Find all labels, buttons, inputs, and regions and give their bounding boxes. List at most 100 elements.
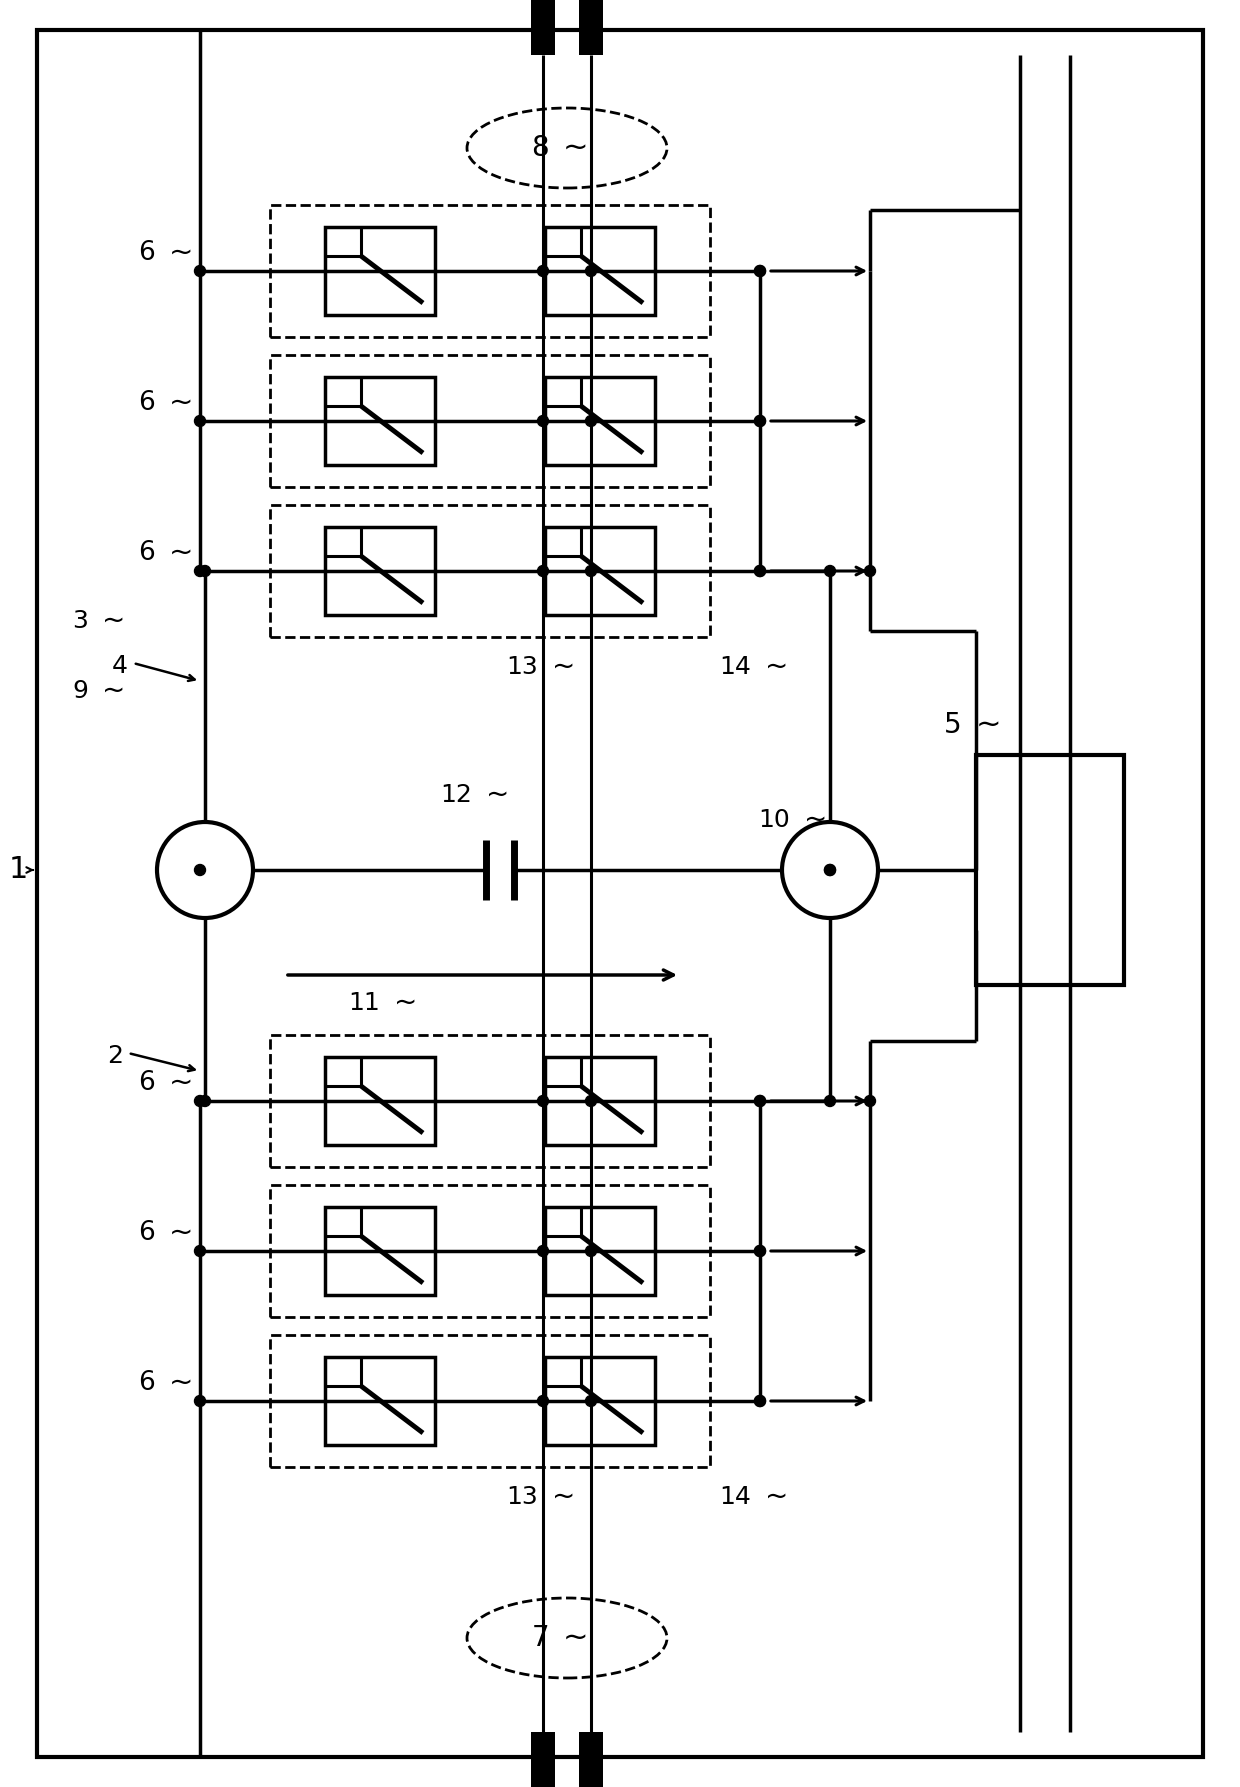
Text: 10: 10 xyxy=(758,808,790,833)
Bar xyxy=(270,506,711,636)
Circle shape xyxy=(754,565,765,577)
Circle shape xyxy=(864,565,875,577)
Bar xyxy=(270,1035,711,1167)
Text: 9: 9 xyxy=(72,679,88,702)
Text: ~: ~ xyxy=(563,134,589,163)
Circle shape xyxy=(537,1246,548,1256)
Text: ~: ~ xyxy=(169,239,193,266)
Text: 11: 11 xyxy=(348,992,379,1015)
Bar xyxy=(546,1056,655,1145)
Circle shape xyxy=(157,822,253,919)
Circle shape xyxy=(825,865,836,876)
Circle shape xyxy=(195,865,206,876)
Text: –: – xyxy=(821,852,839,886)
Text: ~: ~ xyxy=(976,711,1002,740)
Text: 7: 7 xyxy=(532,1624,549,1651)
Bar xyxy=(531,0,556,55)
Circle shape xyxy=(195,565,206,577)
Text: 6: 6 xyxy=(138,239,155,266)
Bar xyxy=(976,754,1123,985)
Circle shape xyxy=(754,1396,765,1406)
Bar xyxy=(325,527,435,615)
Bar xyxy=(325,1206,435,1296)
Circle shape xyxy=(754,1095,765,1106)
Bar xyxy=(270,356,711,488)
Text: ~: ~ xyxy=(552,652,575,681)
Bar xyxy=(546,527,655,615)
Bar xyxy=(270,1335,711,1467)
Text: 13: 13 xyxy=(506,1485,538,1508)
Ellipse shape xyxy=(467,1598,667,1678)
Circle shape xyxy=(200,1095,211,1106)
Circle shape xyxy=(754,416,765,427)
Circle shape xyxy=(537,266,548,277)
Bar xyxy=(531,1732,556,1787)
Circle shape xyxy=(825,865,836,876)
Bar xyxy=(270,1185,711,1317)
Text: 4: 4 xyxy=(112,654,128,677)
Bar xyxy=(325,1356,435,1446)
Bar xyxy=(546,1356,655,1446)
Bar xyxy=(325,227,435,315)
Text: 6: 6 xyxy=(138,540,155,566)
Bar xyxy=(325,377,435,465)
Circle shape xyxy=(195,1095,206,1106)
Text: ~: ~ xyxy=(169,540,193,566)
Text: 6: 6 xyxy=(138,1070,155,1095)
Text: ~: ~ xyxy=(394,988,418,1017)
Circle shape xyxy=(585,1246,596,1256)
Text: ~: ~ xyxy=(102,608,125,634)
Text: ~: ~ xyxy=(552,1483,575,1512)
Circle shape xyxy=(195,266,206,277)
Circle shape xyxy=(585,416,596,427)
Text: 5: 5 xyxy=(945,711,962,740)
Circle shape xyxy=(195,416,206,427)
Text: 2: 2 xyxy=(107,1044,123,1069)
Circle shape xyxy=(754,1396,765,1406)
Circle shape xyxy=(585,1396,596,1406)
Text: 6: 6 xyxy=(138,1371,155,1396)
Circle shape xyxy=(782,822,878,919)
Circle shape xyxy=(754,1095,765,1106)
Circle shape xyxy=(195,1246,206,1256)
Circle shape xyxy=(200,565,211,577)
Bar xyxy=(546,377,655,465)
Text: ~: ~ xyxy=(169,1069,193,1097)
Text: 6: 6 xyxy=(138,1221,155,1246)
Circle shape xyxy=(537,1396,548,1406)
Circle shape xyxy=(537,416,548,427)
Circle shape xyxy=(537,565,548,577)
Bar xyxy=(579,1732,603,1787)
Text: 12: 12 xyxy=(440,783,472,808)
Text: 13: 13 xyxy=(506,656,538,679)
Circle shape xyxy=(754,565,765,577)
Text: 14: 14 xyxy=(719,656,751,679)
Text: ~: ~ xyxy=(102,677,125,706)
Circle shape xyxy=(754,1246,765,1256)
Text: ~: ~ xyxy=(804,806,827,835)
Circle shape xyxy=(825,565,836,577)
Text: 14: 14 xyxy=(719,1485,751,1508)
Circle shape xyxy=(754,266,765,277)
Circle shape xyxy=(825,1095,836,1106)
Text: ~: ~ xyxy=(169,1219,193,1247)
Bar xyxy=(325,1056,435,1145)
Circle shape xyxy=(754,416,765,427)
Bar xyxy=(270,206,711,338)
Circle shape xyxy=(585,1095,596,1106)
Bar xyxy=(546,1206,655,1296)
Text: ~: ~ xyxy=(169,1369,193,1397)
Text: 6: 6 xyxy=(138,390,155,416)
Bar xyxy=(579,0,603,55)
Circle shape xyxy=(195,1396,206,1406)
Text: ~: ~ xyxy=(486,781,510,810)
Text: 1: 1 xyxy=(9,856,27,885)
Bar xyxy=(546,227,655,315)
Text: 3: 3 xyxy=(72,609,88,633)
Text: ~: ~ xyxy=(765,1483,789,1512)
Circle shape xyxy=(585,266,596,277)
Circle shape xyxy=(864,1095,875,1106)
Text: ~: ~ xyxy=(765,652,789,681)
Circle shape xyxy=(537,1095,548,1106)
Text: +: + xyxy=(191,854,219,886)
